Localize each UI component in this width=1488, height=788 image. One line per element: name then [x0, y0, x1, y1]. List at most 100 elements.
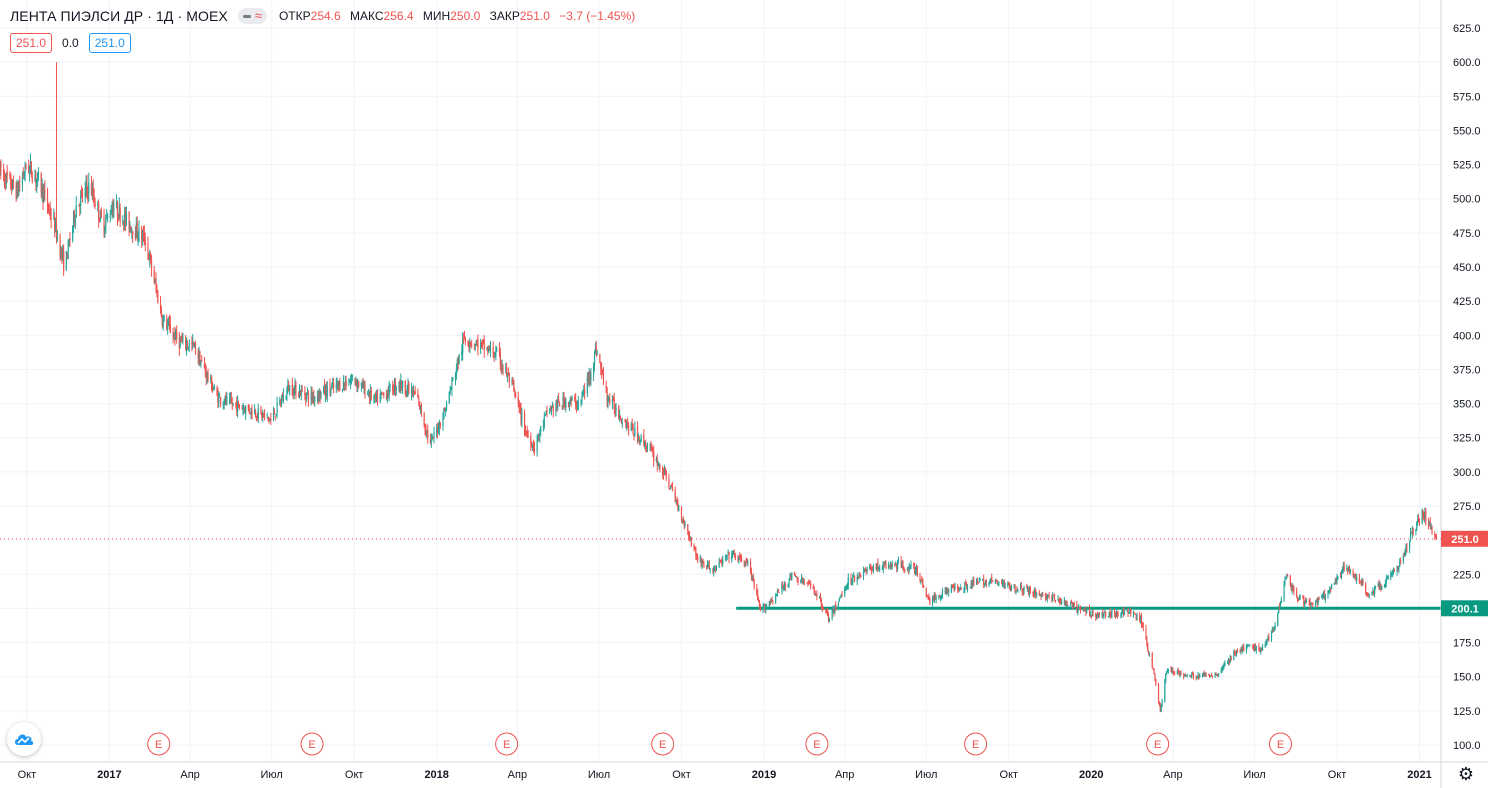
candle-body	[1297, 599, 1300, 601]
candle-body	[1070, 602, 1072, 606]
buy-button[interactable]: 251.0	[88, 33, 131, 53]
candle-body	[558, 398, 560, 403]
candle-body	[706, 564, 709, 568]
candle-body	[1383, 585, 1386, 587]
candle-body	[35, 174, 37, 182]
candle-body	[37, 172, 40, 174]
candle-body	[745, 562, 747, 564]
earnings-marker-label: E	[155, 739, 162, 751]
candle-body	[364, 383, 366, 396]
candle-body	[1355, 576, 1357, 580]
price-axis[interactable]: 100.0125.0150.0175.0200.0225.0250.0275.0…	[1440, 0, 1488, 788]
candle-body	[670, 485, 672, 489]
candle-body	[100, 209, 102, 218]
candle-body	[696, 554, 698, 557]
candle-body	[79, 205, 81, 208]
candle-body	[276, 402, 278, 414]
candle-body	[851, 582, 853, 585]
candle-body	[305, 393, 307, 400]
candle-body	[882, 562, 884, 570]
candle-body	[488, 347, 490, 353]
candle-body	[1392, 571, 1395, 573]
candle-body	[1107, 616, 1109, 618]
candle-body	[306, 393, 308, 399]
sell-button[interactable]: 251.0	[10, 33, 53, 53]
candle-body	[279, 400, 281, 402]
candle-body	[889, 563, 892, 566]
candle-body	[88, 182, 90, 195]
candle-body	[653, 450, 655, 462]
candle-body	[1134, 613, 1136, 615]
candle-body	[619, 415, 621, 419]
candle-body	[438, 421, 440, 430]
candle-body	[975, 582, 978, 584]
candle-body	[668, 478, 670, 488]
compare-toggle[interactable]: ≈	[237, 8, 267, 24]
candle-body	[525, 432, 527, 434]
candle-body	[1128, 612, 1130, 614]
candle-body	[173, 334, 175, 336]
candle-body	[456, 359, 458, 371]
candle-body	[458, 354, 460, 364]
candle-body	[1215, 673, 1217, 675]
candle-body	[1367, 594, 1369, 596]
candle-body	[143, 232, 145, 243]
candle-body	[801, 578, 804, 584]
candle-body	[162, 318, 164, 327]
tradingview-cloud-icon[interactable]	[7, 722, 41, 756]
candle-body	[826, 610, 828, 612]
candle-body	[307, 393, 310, 401]
candle-body	[360, 383, 362, 386]
candle-body	[1205, 674, 1207, 676]
candle-body	[940, 596, 943, 598]
symbol-title[interactable]: ЛЕНТА ПИЭЛСИ ДР · 1Д · MOEX	[10, 8, 228, 24]
candle-body	[10, 174, 12, 188]
time-tick-label: Окт	[1328, 769, 1347, 781]
candle-body	[332, 383, 334, 385]
candle-body	[758, 601, 761, 606]
time-tick-label: Окт	[345, 769, 364, 781]
candle-body	[545, 410, 547, 413]
candle-body	[213, 386, 215, 390]
candle-body	[1216, 673, 1218, 675]
candle-body	[205, 372, 207, 378]
candle-body	[166, 318, 168, 330]
candle-body	[1146, 639, 1148, 646]
candle-body	[586, 377, 588, 394]
candle-body	[1088, 607, 1091, 615]
candle-body	[1054, 600, 1057, 602]
candle-body	[424, 425, 426, 429]
gear-icon[interactable]: ⚙	[1457, 764, 1475, 784]
candle-body	[168, 321, 171, 326]
candle-body	[1264, 644, 1266, 648]
candle-body	[392, 384, 394, 392]
candle-body	[1061, 601, 1063, 604]
candle-body	[1284, 578, 1286, 585]
candle-body	[1316, 600, 1318, 604]
candle-body	[789, 574, 791, 580]
candle-body	[1285, 577, 1287, 579]
candle-body	[633, 434, 635, 437]
time-axis[interactable]: Окт 2017 Апр Июл Окт 2018 Апр Июл Окт 2019 Апр Июл О…	[0, 761, 1488, 781]
candle-body	[951, 585, 953, 587]
candle-body	[816, 593, 818, 597]
candle-body	[1063, 600, 1065, 603]
candle-body	[116, 201, 119, 217]
candle-body	[1040, 596, 1042, 598]
candle-body	[1171, 669, 1173, 673]
candle-body	[624, 420, 626, 422]
candle-body	[462, 338, 465, 340]
candle-body	[1431, 526, 1433, 534]
candle-body	[714, 566, 717, 571]
candle-body	[1117, 614, 1119, 616]
candle-body	[141, 234, 144, 238]
candle-body	[932, 596, 935, 600]
candle-body	[188, 343, 190, 348]
candle-body	[1155, 679, 1157, 685]
candle-body	[630, 424, 632, 431]
candle-body	[287, 384, 289, 391]
candle-body	[381, 391, 383, 395]
candle-body	[1079, 607, 1082, 611]
candle-body	[223, 403, 225, 405]
